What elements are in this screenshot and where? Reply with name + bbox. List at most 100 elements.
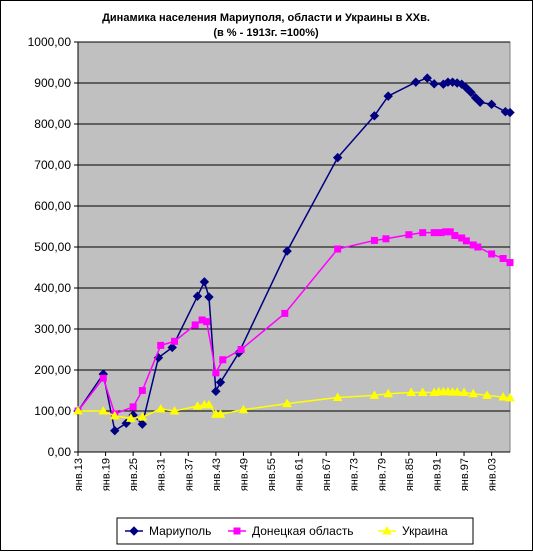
legend-marker xyxy=(382,525,392,535)
y-tick-label: 500,00 xyxy=(34,240,71,254)
data-point xyxy=(199,277,210,287)
data-point xyxy=(155,403,166,413)
data-point xyxy=(506,259,514,267)
data-point xyxy=(406,387,417,397)
data-point xyxy=(215,409,226,418)
x-tick-label: янв.03 xyxy=(487,458,499,491)
data-point xyxy=(99,374,107,382)
x-tick-label: янв.85 xyxy=(404,458,416,491)
legend-item: Мариуполь xyxy=(125,524,211,538)
y-tick-label: 300,00 xyxy=(34,322,71,336)
series-2 xyxy=(74,228,514,418)
data-point xyxy=(505,392,515,402)
series-group xyxy=(73,73,515,436)
x-tick-label: янв.49 xyxy=(238,458,250,491)
x-tick-label: янв.55 xyxy=(266,458,278,491)
data-point xyxy=(215,377,226,388)
data-point xyxy=(171,337,179,345)
x-tick-label: янв.97 xyxy=(459,458,471,491)
data-point xyxy=(212,369,220,377)
data-point xyxy=(470,93,481,103)
data-point xyxy=(137,419,148,429)
legend-item: Донецкая область xyxy=(228,524,354,538)
data-point xyxy=(192,401,203,410)
y-tick-labels: 0,00 100,00 200,00 300,00 400,00 500,00 600,00… xyxy=(28,35,78,459)
data-point xyxy=(110,425,120,436)
y-tick-label: 100,00 xyxy=(34,404,71,418)
x-tick-label: янв.67 xyxy=(321,458,333,491)
data-point xyxy=(73,405,83,415)
data-point xyxy=(191,321,199,329)
y-tick-label: 900,00 xyxy=(34,76,71,90)
data-point xyxy=(482,390,492,399)
legend-marker xyxy=(129,526,139,536)
y-tick-label: 600,00 xyxy=(34,199,71,213)
y-tick-label: 200,00 xyxy=(34,363,71,377)
data-point xyxy=(422,73,432,83)
data-point xyxy=(459,387,469,397)
data-point xyxy=(505,107,515,118)
x-tick-labels: янв.13 янв.19 янв.25 янв.31 янв.37 янв.43 янв.… xyxy=(73,452,499,491)
x-tick-label: янв.79 xyxy=(376,458,388,491)
data-point xyxy=(98,405,109,415)
x-tick-label: янв.91 xyxy=(431,458,443,491)
data-point xyxy=(430,229,438,237)
data-point xyxy=(125,413,136,422)
y-tick-label: 1000,00 xyxy=(28,35,72,49)
series-3 xyxy=(73,386,515,422)
legend-box xyxy=(116,517,474,545)
chart-subtitle: (в % - 1913г. =100%) xyxy=(213,27,319,39)
data-point xyxy=(138,387,146,394)
data-point xyxy=(468,388,479,398)
data-point xyxy=(382,235,390,243)
data-point xyxy=(486,99,497,110)
data-point xyxy=(204,399,214,409)
y-tick-label: 800,00 xyxy=(34,117,71,131)
legend-marker xyxy=(233,527,241,535)
data-point xyxy=(462,237,470,245)
data-point xyxy=(451,232,459,240)
data-point xyxy=(499,254,507,262)
data-point xyxy=(282,398,292,408)
data-point xyxy=(332,152,343,163)
x-tick-label: янв.13 xyxy=(73,458,85,491)
data-point xyxy=(475,97,485,107)
data-point xyxy=(369,390,380,399)
data-point xyxy=(383,91,393,101)
data-point xyxy=(370,236,378,244)
data-point xyxy=(109,410,120,420)
x-tick-label: янв.43 xyxy=(211,458,223,491)
data-point xyxy=(411,77,421,87)
legend-label: Украина xyxy=(402,524,448,538)
data-point xyxy=(429,79,439,89)
data-point xyxy=(237,346,245,353)
data-point xyxy=(488,250,496,258)
data-point xyxy=(334,245,342,253)
data-point xyxy=(169,405,180,415)
data-point xyxy=(369,111,380,121)
legend-label: Мариуполь xyxy=(149,524,211,538)
x-tick-label: янв.31 xyxy=(156,458,168,491)
x-tick-label: янв.19 xyxy=(101,458,113,491)
x-tick-label: янв.61 xyxy=(294,458,306,491)
data-point xyxy=(204,292,214,302)
x-tick-label: янв.25 xyxy=(128,458,140,491)
data-point xyxy=(446,228,454,236)
x-tick-label: янв.37 xyxy=(183,458,195,491)
data-point xyxy=(121,418,131,429)
data-point xyxy=(282,246,292,256)
data-point xyxy=(419,229,427,237)
data-point xyxy=(498,392,508,401)
y-tick-label: 400,00 xyxy=(34,281,71,295)
data-point xyxy=(211,386,221,397)
data-point xyxy=(281,309,289,317)
data-point xyxy=(137,412,148,421)
legend: Мариуполь Донецкая область Украина xyxy=(125,524,448,538)
legend-label: Донецкая область xyxy=(252,524,354,538)
data-point xyxy=(192,291,203,301)
data-point xyxy=(157,341,165,349)
y-tick-label: 0,00 xyxy=(48,445,72,459)
data-point xyxy=(452,387,463,396)
